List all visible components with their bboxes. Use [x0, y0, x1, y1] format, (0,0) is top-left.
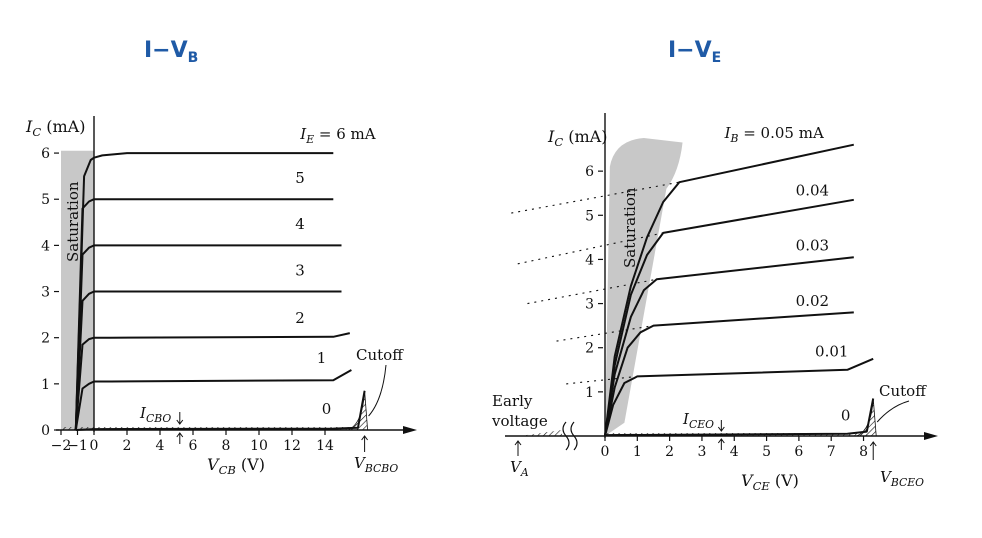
series-curve: [74, 244, 342, 431]
right-chart: 0 1 2 3 4 5 6 7 8 1 2 3 4 5 6 IB = 0.05 mA 0.04 0.03 0.02 0…: [491, 113, 938, 493]
x-tick-label: 3: [697, 444, 706, 460]
saturation-region: [605, 138, 683, 437]
x-tick-label: 8: [859, 444, 868, 460]
extrapolation-line: [511, 181, 680, 214]
x-tick-label: 4: [730, 444, 739, 460]
y-tick-label: 1: [41, 377, 50, 393]
x-axis-label: VCE (V): [741, 471, 799, 493]
x-tick-label: 8: [222, 438, 231, 454]
early-voltage-hatch: [520, 430, 562, 436]
x-tick-label: 10: [250, 438, 268, 454]
series-curve: [74, 369, 352, 431]
series-label: 0.02: [796, 292, 829, 310]
x-tick-label: 1: [633, 444, 642, 460]
series-curve: [74, 152, 334, 431]
vbceo-arrow: [869, 441, 877, 460]
x-tick-label: 6: [189, 438, 198, 454]
y-tick-label: 3: [41, 285, 50, 301]
x-axis-arrow: [403, 426, 417, 434]
x-tick-label: 14: [316, 438, 334, 454]
icbo-label: ICBO: [139, 404, 171, 425]
series-label: 4: [295, 215, 305, 233]
icbo-arrow: [176, 412, 184, 425]
cutoff-pointer: [876, 400, 910, 423]
chart-title-left: I−VB: [144, 38, 199, 66]
y-tick-label: 6: [585, 164, 594, 180]
extrapolation-line: [556, 325, 654, 342]
series-label: 0.04: [796, 181, 829, 199]
y-tick-label: 4: [41, 238, 50, 254]
cutoff-pointer: [368, 364, 387, 417]
vbcbo-arrow: [361, 435, 368, 452]
y-tick-label: 2: [585, 341, 594, 357]
series-curve: [604, 198, 854, 437]
y-tick-label: 0: [41, 423, 50, 439]
iceo-label: ICEO: [682, 410, 714, 431]
series-label: 0: [841, 407, 851, 425]
voltage-label: voltage: [491, 412, 548, 430]
x-tick-label: 2: [123, 438, 132, 454]
series-curve: [604, 143, 855, 437]
y-axis-label: IC (mA): [547, 127, 607, 149]
x-axis-arrow: [924, 432, 938, 440]
series-curve: [74, 290, 342, 431]
saturation-label: Saturation: [621, 187, 639, 268]
x-tick-label: 12: [283, 438, 301, 454]
axis-break: [562, 421, 578, 451]
x-tick-label: 0: [601, 444, 610, 460]
x-tick-label: 6: [794, 444, 803, 460]
series-curve: [604, 256, 854, 437]
series-curve: [604, 398, 875, 437]
x-tick-label: 0: [90, 438, 99, 454]
x-tick-label: 5: [762, 444, 771, 460]
va-label: VA: [510, 458, 529, 479]
extrapolation-line: [566, 375, 638, 385]
iceo-lower-arrow: [717, 438, 725, 450]
cutoff-label: Cutoff: [879, 382, 927, 400]
y-tick-label: 4: [585, 252, 594, 268]
y-axis-label: IC (mA): [25, 117, 85, 139]
x-tick-label: −1: [67, 438, 88, 454]
iceo-arrow: [717, 420, 725, 432]
va-arrow: [514, 440, 522, 456]
x-axis-label: VCB (V): [207, 455, 265, 477]
y-tick-label: 2: [41, 331, 50, 347]
x-tick-label: 2: [665, 444, 674, 460]
series-curve: [604, 357, 874, 437]
y-tick-label: 5: [41, 192, 50, 208]
vbceo-label: VBCEO: [880, 468, 924, 489]
x-tick-label: −2: [51, 438, 72, 454]
cutoff-label: Cutoff: [356, 346, 404, 364]
series-label: 5: [295, 169, 305, 187]
series-curve: [604, 311, 854, 437]
extrapolation-line: [527, 278, 657, 305]
series-label: IB = 0.05 mA: [724, 124, 824, 145]
series-curve: [74, 332, 351, 431]
y-tick-label: 3: [585, 297, 594, 313]
y-tick-label: 1: [585, 385, 594, 401]
series-curve: [74, 198, 334, 431]
series-label: 0: [322, 400, 332, 418]
series-label: IE = 6 mA: [299, 125, 375, 146]
saturation-label: Saturation: [64, 181, 82, 262]
series-label: 2: [295, 309, 305, 327]
y-tick-label: 6: [41, 146, 50, 162]
series-label: 0.03: [796, 237, 829, 255]
series-label: 0.01: [815, 343, 848, 361]
x-tick-label: 4: [156, 438, 165, 454]
early-label: Early: [492, 392, 533, 410]
series-curve: [75, 390, 366, 431]
x-tick-label: 7: [827, 444, 836, 460]
y-tick-label: 5: [585, 208, 594, 224]
chart-title-right: I−VE: [668, 38, 722, 66]
vbcbo-label: VBCBO: [354, 454, 398, 475]
series-label: 3: [295, 261, 305, 279]
series-label: 1: [317, 349, 327, 367]
icbo-lower-arrow: [176, 432, 184, 444]
saturation-region: [61, 150, 94, 430]
